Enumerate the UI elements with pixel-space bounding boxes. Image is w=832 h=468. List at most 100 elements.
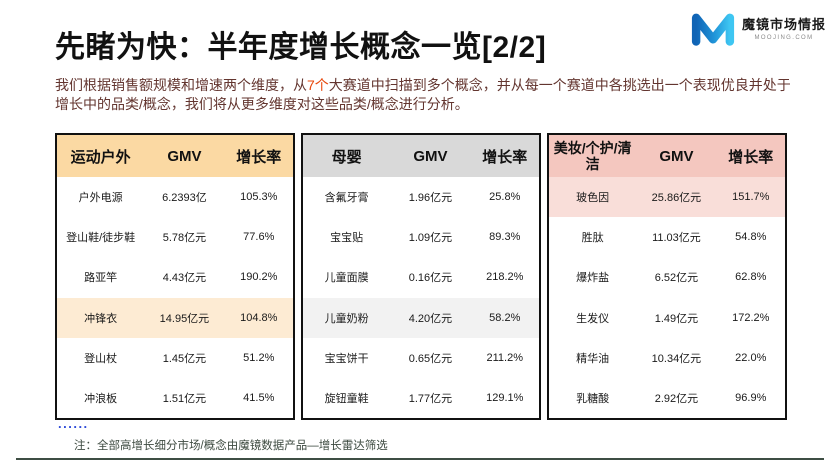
table-body: 玻色因 25.86亿元 151.7% 胜肽 11.03亿元 54.8% 爆炸盐 … xyxy=(549,177,785,418)
cell-gmv: 0.16亿元 xyxy=(408,272,453,285)
cell-name: 宝宝贴 xyxy=(330,232,364,245)
gmv-header-cell: GMV xyxy=(167,147,202,165)
cell-name: 宝宝饼干 xyxy=(324,352,369,365)
table-row: 户外电源 6.2393亿 105.3% xyxy=(57,177,293,217)
cell-gmv: 1.77亿元 xyxy=(408,392,453,405)
cell-growth: 96.9% xyxy=(735,391,767,404)
cell-gmv: 2.92亿元 xyxy=(654,392,699,405)
table-row-highlighted: 玻色因 25.86亿元 151.7% xyxy=(549,177,785,218)
cell-gmv: 1.51亿元 xyxy=(162,392,207,405)
cell-name: 冲浪板 xyxy=(84,392,118,405)
brand-name: 魔镜市场情报 xyxy=(741,16,826,32)
cell-gmv: 1.96亿元 xyxy=(408,192,453,205)
table-row: 爆炸盐 6.52亿元 62.8% xyxy=(549,257,785,297)
cell-growth: 77.6% xyxy=(243,231,275,244)
cell-name: 登山杖 xyxy=(84,352,118,365)
cell-gmv: 11.03亿元 xyxy=(652,232,701,245)
table-body: 户外电源 6.2393亿 105.3% 登山鞋/徒步鞋 5.78亿元 77.6%… xyxy=(57,177,293,418)
cell-growth: 129.1% xyxy=(486,391,524,404)
cell-growth: 22.0% xyxy=(735,351,767,364)
cell-name: 玻色因 xyxy=(576,192,610,205)
growth-header-cell: 增长率 xyxy=(482,148,528,166)
table-sports-outdoor: 运动户外 GMV 增长率 户外电源 6.2393亿 105.3% 登山鞋/徒步鞋… xyxy=(55,133,295,420)
table-row: 旋钮童鞋 1.77亿元 129.1% xyxy=(303,378,539,418)
cell-growth: 54.8% xyxy=(735,231,767,244)
footer-dots: ...... xyxy=(58,416,89,431)
cell-gmv: 6.2393亿 xyxy=(162,192,207,205)
table-row: 生发仪 1.49亿元 172.2% xyxy=(549,298,785,338)
cell-gmv: 4.43亿元 xyxy=(162,272,207,285)
logo-text: 魔镜市场情报 MOOJING.COM xyxy=(742,14,826,41)
cell-growth: 105.3% xyxy=(240,191,278,204)
footer-divider-line xyxy=(16,458,824,460)
table-row: 胜肽 11.03亿元 54.8% xyxy=(549,217,785,257)
cell-name: 路亚竿 xyxy=(84,272,118,285)
cell-name: 户外电源 xyxy=(78,192,123,205)
table-row: 路亚竿 4.43亿元 190.2% xyxy=(57,257,293,297)
cell-gmv: 10.34亿元 xyxy=(651,352,702,365)
tables-section: 运动户外 GMV 增长率 户外电源 6.2393亿 105.3% 登山鞋/徒步鞋… xyxy=(55,133,787,420)
moojing-m-icon xyxy=(691,13,735,46)
table-header: 美妆/个护/清洁 GMV 增长率 xyxy=(549,135,785,177)
growth-header-cell: 增长率 xyxy=(728,148,774,166)
page-title: 先睹为快：半年度增长概念一览[2/2] xyxy=(55,31,547,64)
cell-gmv: 1.45亿元 xyxy=(162,352,207,365)
cell-name: 含氟牙膏 xyxy=(324,192,369,205)
cell-gmv: 6.52亿元 xyxy=(654,272,699,285)
growth-header-cell: 增长率 xyxy=(236,148,282,166)
table-row: 乳糖酸 2.92亿元 96.9% xyxy=(549,378,785,418)
cell-growth: 58.2% xyxy=(489,311,521,324)
cell-growth: 89.3% xyxy=(489,231,521,244)
cell-growth: 211.2% xyxy=(486,351,524,364)
table-row: 儿童面膜 0.16亿元 218.2% xyxy=(303,257,539,297)
cell-gmv: 14.95亿元 xyxy=(159,312,210,325)
table-row: 宝宝贴 1.09亿元 89.3% xyxy=(303,217,539,257)
table-header: 运动户外 GMV 增长率 xyxy=(57,135,293,177)
table-maternal-baby: 母婴 GMV 增长率 含氟牙膏 1.96亿元 25.8% 宝宝贴 1.09亿元 … xyxy=(301,133,541,420)
table-row: 含氟牙膏 1.96亿元 25.8% xyxy=(303,177,539,217)
table-row: 宝宝饼干 0.65亿元 211.2% xyxy=(303,338,539,378)
cell-growth: 190.2% xyxy=(240,271,278,284)
logo: 魔镜市场情报 MOOJING.COM xyxy=(690,5,826,49)
subtitle-accent: 7个 xyxy=(307,77,329,93)
cell-growth: 51.2% xyxy=(243,351,275,364)
cell-gmv: 4.20亿元 xyxy=(408,312,453,325)
cell-name: 胜肽 xyxy=(581,232,604,245)
cell-growth: 41.5% xyxy=(243,391,275,404)
table-row-highlighted: 儿童奶粉 4.20亿元 58.2% xyxy=(303,297,539,338)
table-beauty-care-clean: 美妆/个护/清洁 GMV 增长率 玻色因 25.86亿元 151.7% 胜肽 1… xyxy=(547,133,787,420)
footer-note: 注：全部高增长细分市场/概念由魔镜数据产品—增长雷达筛选 xyxy=(74,440,388,452)
gmv-header-cell: GMV xyxy=(413,147,448,165)
cell-growth: 62.8% xyxy=(735,271,767,284)
cell-growth: 218.2% xyxy=(486,271,524,284)
brand-domain: MOOJING.COM xyxy=(754,34,814,41)
cell-growth: 104.8% xyxy=(240,311,278,324)
table-row: 精华油 10.34亿元 22.0% xyxy=(549,338,785,378)
cell-gmv: 5.78亿元 xyxy=(162,232,207,245)
category-header-cell: 美妆/个护/清洁 xyxy=(553,139,632,172)
table-row: 登山杖 1.45亿元 51.2% xyxy=(57,338,293,378)
cell-name: 乳糖酸 xyxy=(576,392,610,405)
table-body: 含氟牙膏 1.96亿元 25.8% 宝宝贴 1.09亿元 89.3% 儿童面膜 … xyxy=(303,177,539,418)
cell-name: 生发仪 xyxy=(576,312,610,325)
cell-gmv: 0.65亿元 xyxy=(408,352,453,365)
table-row: 登山鞋/徒步鞋 5.78亿元 77.6% xyxy=(57,217,293,257)
cell-gmv: 25.86亿元 xyxy=(651,192,702,205)
cell-name: 精华油 xyxy=(576,352,610,365)
cell-name: 儿童面膜 xyxy=(324,272,369,285)
table-row-highlighted: 冲锋衣 14.95亿元 104.8% xyxy=(57,297,293,338)
gmv-header-cell: GMV xyxy=(659,147,694,165)
cell-growth: 172.2% xyxy=(732,311,770,324)
cell-gmv: 1.49亿元 xyxy=(654,312,699,325)
subtitle: 我们根据销售额规模和增速两个维度，从7个大赛道中扫描到多个概念，并从每一个赛道中… xyxy=(55,76,803,114)
category-header-cell: 母婴 xyxy=(331,148,362,166)
cell-name: 登山鞋/徒步鞋 xyxy=(66,232,136,245)
subtitle-part2: 大赛道中扫描到多个概念，并从每一个赛道中各挑选出一个表现优良并处于增长中的品类/… xyxy=(55,77,791,112)
cell-gmv: 1.09亿元 xyxy=(408,232,453,245)
table-header: 母婴 GMV 增长率 xyxy=(303,135,539,177)
cell-growth: 25.8% xyxy=(489,191,521,204)
cell-name: 冲锋衣 xyxy=(84,312,118,325)
category-header-cell: 运动户外 xyxy=(70,148,131,166)
subtitle-part1: 我们根据销售额规模和增速两个维度，从 xyxy=(55,77,307,93)
